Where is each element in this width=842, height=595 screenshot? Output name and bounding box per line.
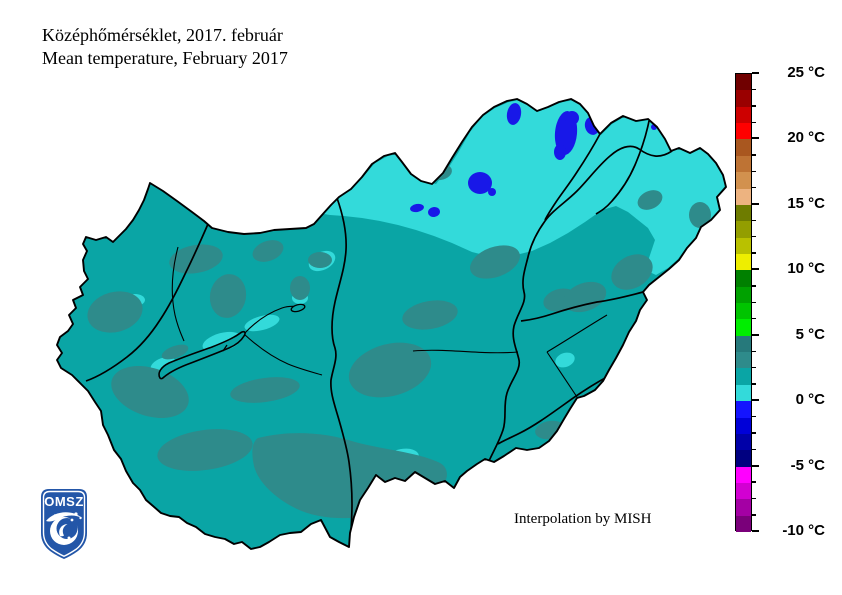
scale-minor-tick <box>752 432 756 434</box>
scale-segment <box>736 433 751 451</box>
scale-tick-label: -10 °C <box>782 522 825 539</box>
logo-shield-inner-border <box>42 490 86 558</box>
color-scale-bar <box>735 73 752 533</box>
temperature-color-scale: 25 °C 20 °C 15 °C 10 °C 5 °C 0 °C -5 °C -10 °C <box>735 64 842 539</box>
tihany-notch <box>222 344 228 352</box>
scale-segment <box>736 253 751 271</box>
scale-minor-tick <box>752 236 756 238</box>
scale-segment <box>736 74 751 91</box>
scale-segment <box>736 499 751 517</box>
scale-major-tick <box>752 72 759 74</box>
scale-tick-label: 5 °C <box>795 325 825 343</box>
scale-segment <box>736 139 751 157</box>
scale-minor-tick <box>752 88 756 91</box>
bodrog-river <box>595 120 650 215</box>
interpolation-annotation: Interpolation by MISH <box>514 511 652 527</box>
scale-major-tick <box>752 333 759 336</box>
scale-segment <box>736 155 751 173</box>
scale-minor-tick <box>752 252 756 254</box>
title-block: Középhőmérséklet, 2017. február Mean tem… <box>42 24 288 70</box>
scale-major-tick <box>752 268 759 271</box>
scale-segment <box>736 352 751 369</box>
sajo-river <box>544 133 601 221</box>
scale-minor-tick <box>752 448 756 451</box>
koros-river <box>520 291 644 322</box>
scale-minor-tick <box>752 350 756 352</box>
scale-segment <box>736 123 751 140</box>
scale-major-tick <box>752 137 759 140</box>
scale-segment <box>736 335 751 353</box>
scale-segment <box>736 319 751 337</box>
scale-segment <box>736 204 751 222</box>
scale-segment <box>736 188 751 206</box>
lake-balaton <box>158 330 246 380</box>
scale-segment <box>736 384 751 402</box>
maros-river <box>497 376 608 445</box>
scale-tick-label: 10 °C <box>787 260 825 278</box>
scale-tick-label: 0 °C <box>795 391 825 409</box>
scale-minor-tick <box>752 383 756 385</box>
scale-segment <box>736 466 751 484</box>
scale-segment <box>736 270 751 288</box>
raba-river <box>85 223 209 382</box>
page-title-english: Mean temperature, February 2017 <box>42 48 288 68</box>
scale-segment <box>736 450 751 468</box>
scale-minor-tick <box>752 366 756 369</box>
scale-minor-tick <box>752 317 756 320</box>
danube-river <box>330 197 353 547</box>
scale-segment <box>736 221 751 239</box>
scale-segment <box>736 106 751 124</box>
lake-velence <box>290 303 306 313</box>
scale-minor-tick <box>752 170 756 173</box>
scale-segment <box>736 417 751 435</box>
scale-minor-tick <box>752 154 756 156</box>
scale-minor-tick <box>752 285 756 287</box>
hungary-border-outline <box>56 98 727 550</box>
scale-minor-tick <box>752 121 756 123</box>
scale-tick-label: -5 °C <box>790 456 825 474</box>
tisza-river <box>488 145 673 462</box>
scale-minor-tick <box>752 301 756 303</box>
scale-segment <box>736 515 751 533</box>
omsz-swirl-icon <box>46 512 82 545</box>
scale-segment <box>736 368 751 386</box>
scale-segment <box>736 90 751 108</box>
scale-segment <box>736 237 751 255</box>
scale-segment <box>736 303 751 320</box>
scale-minor-tick <box>752 187 756 189</box>
scale-major-tick <box>752 530 759 532</box>
scale-tick-label: 20 °C <box>787 129 825 147</box>
scale-segment <box>736 286 751 304</box>
logo-text: OMSZ <box>44 494 84 509</box>
scale-segment <box>736 172 751 189</box>
subzero-blue-spots <box>322 103 657 218</box>
scale-minor-tick <box>752 514 756 516</box>
scale-major-tick <box>752 202 759 205</box>
scale-tick-label: 25 °C <box>787 64 825 81</box>
scale-minor-tick <box>752 219 756 222</box>
omsz-logo: OMSZ <box>41 489 87 559</box>
scale-major-tick <box>752 399 759 402</box>
scale-tick-label: 15 °C <box>787 194 825 212</box>
page-title-hungarian: Középhőmérséklet, 2017. február <box>42 25 283 45</box>
scale-minor-tick <box>752 105 756 107</box>
scale-minor-tick <box>752 416 756 418</box>
scale-segment <box>736 482 751 500</box>
rivers <box>85 120 673 547</box>
scale-minor-tick <box>752 497 756 500</box>
scale-segment <box>736 401 751 418</box>
scale-major-tick <box>752 464 759 467</box>
scale-minor-tick <box>752 481 756 483</box>
